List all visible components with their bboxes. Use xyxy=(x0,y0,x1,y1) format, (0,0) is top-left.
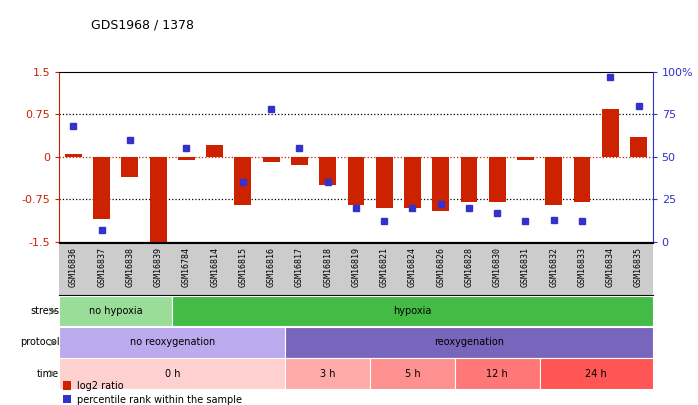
Text: GSM16837: GSM16837 xyxy=(97,247,106,287)
Bar xyxy=(574,157,591,202)
Bar xyxy=(489,157,506,202)
Text: GDS1968 / 1378: GDS1968 / 1378 xyxy=(91,18,194,31)
Bar xyxy=(348,157,364,205)
Text: GSM16826: GSM16826 xyxy=(436,247,445,287)
Text: GSM16833: GSM16833 xyxy=(577,247,586,287)
Bar xyxy=(540,358,653,389)
Text: 0 h: 0 h xyxy=(165,369,180,379)
Bar xyxy=(291,157,308,165)
Text: log2 ratio: log2 ratio xyxy=(77,381,124,391)
Bar xyxy=(370,358,455,389)
Bar xyxy=(376,157,393,208)
Text: GSM16836: GSM16836 xyxy=(69,247,78,287)
Bar xyxy=(178,157,195,160)
Text: GSM16824: GSM16824 xyxy=(408,247,417,287)
Bar xyxy=(172,296,653,326)
Text: GSM16815: GSM16815 xyxy=(239,247,248,287)
Bar xyxy=(455,358,540,389)
Bar xyxy=(285,327,653,358)
Bar xyxy=(262,157,280,162)
Bar xyxy=(432,157,450,211)
Bar xyxy=(630,137,647,157)
Text: GSM16817: GSM16817 xyxy=(295,247,304,287)
Text: GSM16830: GSM16830 xyxy=(493,247,502,287)
Text: no hypoxia: no hypoxia xyxy=(89,306,142,316)
Text: reoxygenation: reoxygenation xyxy=(434,337,504,347)
Text: GSM16838: GSM16838 xyxy=(126,247,135,287)
Bar xyxy=(461,157,477,202)
Text: stress: stress xyxy=(30,306,59,316)
Text: 5 h: 5 h xyxy=(405,369,420,379)
Text: GSM16832: GSM16832 xyxy=(549,247,558,287)
Text: GSM16828: GSM16828 xyxy=(464,247,473,287)
Text: GSM16821: GSM16821 xyxy=(380,247,389,287)
Text: 12 h: 12 h xyxy=(487,369,508,379)
Bar xyxy=(235,157,251,205)
Bar xyxy=(517,157,534,160)
Text: protocol: protocol xyxy=(20,337,59,347)
Bar xyxy=(404,157,421,208)
Bar xyxy=(206,145,223,157)
Bar xyxy=(285,358,370,389)
Bar xyxy=(602,109,618,157)
Bar xyxy=(545,157,562,205)
Text: percentile rank within the sample: percentile rank within the sample xyxy=(77,394,242,405)
Bar xyxy=(150,157,167,242)
Text: GSM16819: GSM16819 xyxy=(352,247,360,287)
Bar xyxy=(59,296,172,326)
Bar xyxy=(59,327,285,358)
Bar xyxy=(59,358,285,389)
Text: 3 h: 3 h xyxy=(320,369,336,379)
Text: GSM16839: GSM16839 xyxy=(154,247,163,287)
Bar xyxy=(319,157,336,185)
Text: GSM16835: GSM16835 xyxy=(634,247,643,287)
Bar xyxy=(121,157,138,177)
Text: GSM16831: GSM16831 xyxy=(521,247,530,287)
Text: GSM16818: GSM16818 xyxy=(323,247,332,287)
Bar xyxy=(65,154,82,157)
Text: GSM16816: GSM16816 xyxy=(267,247,276,287)
Text: GSM16784: GSM16784 xyxy=(182,247,191,287)
Text: time: time xyxy=(37,369,59,379)
Text: GSM16834: GSM16834 xyxy=(606,247,615,287)
Text: hypoxia: hypoxia xyxy=(393,306,431,316)
Bar xyxy=(94,157,110,219)
Text: no reoxygenation: no reoxygenation xyxy=(130,337,215,347)
Text: GSM16814: GSM16814 xyxy=(210,247,219,287)
Text: 24 h: 24 h xyxy=(585,369,607,379)
